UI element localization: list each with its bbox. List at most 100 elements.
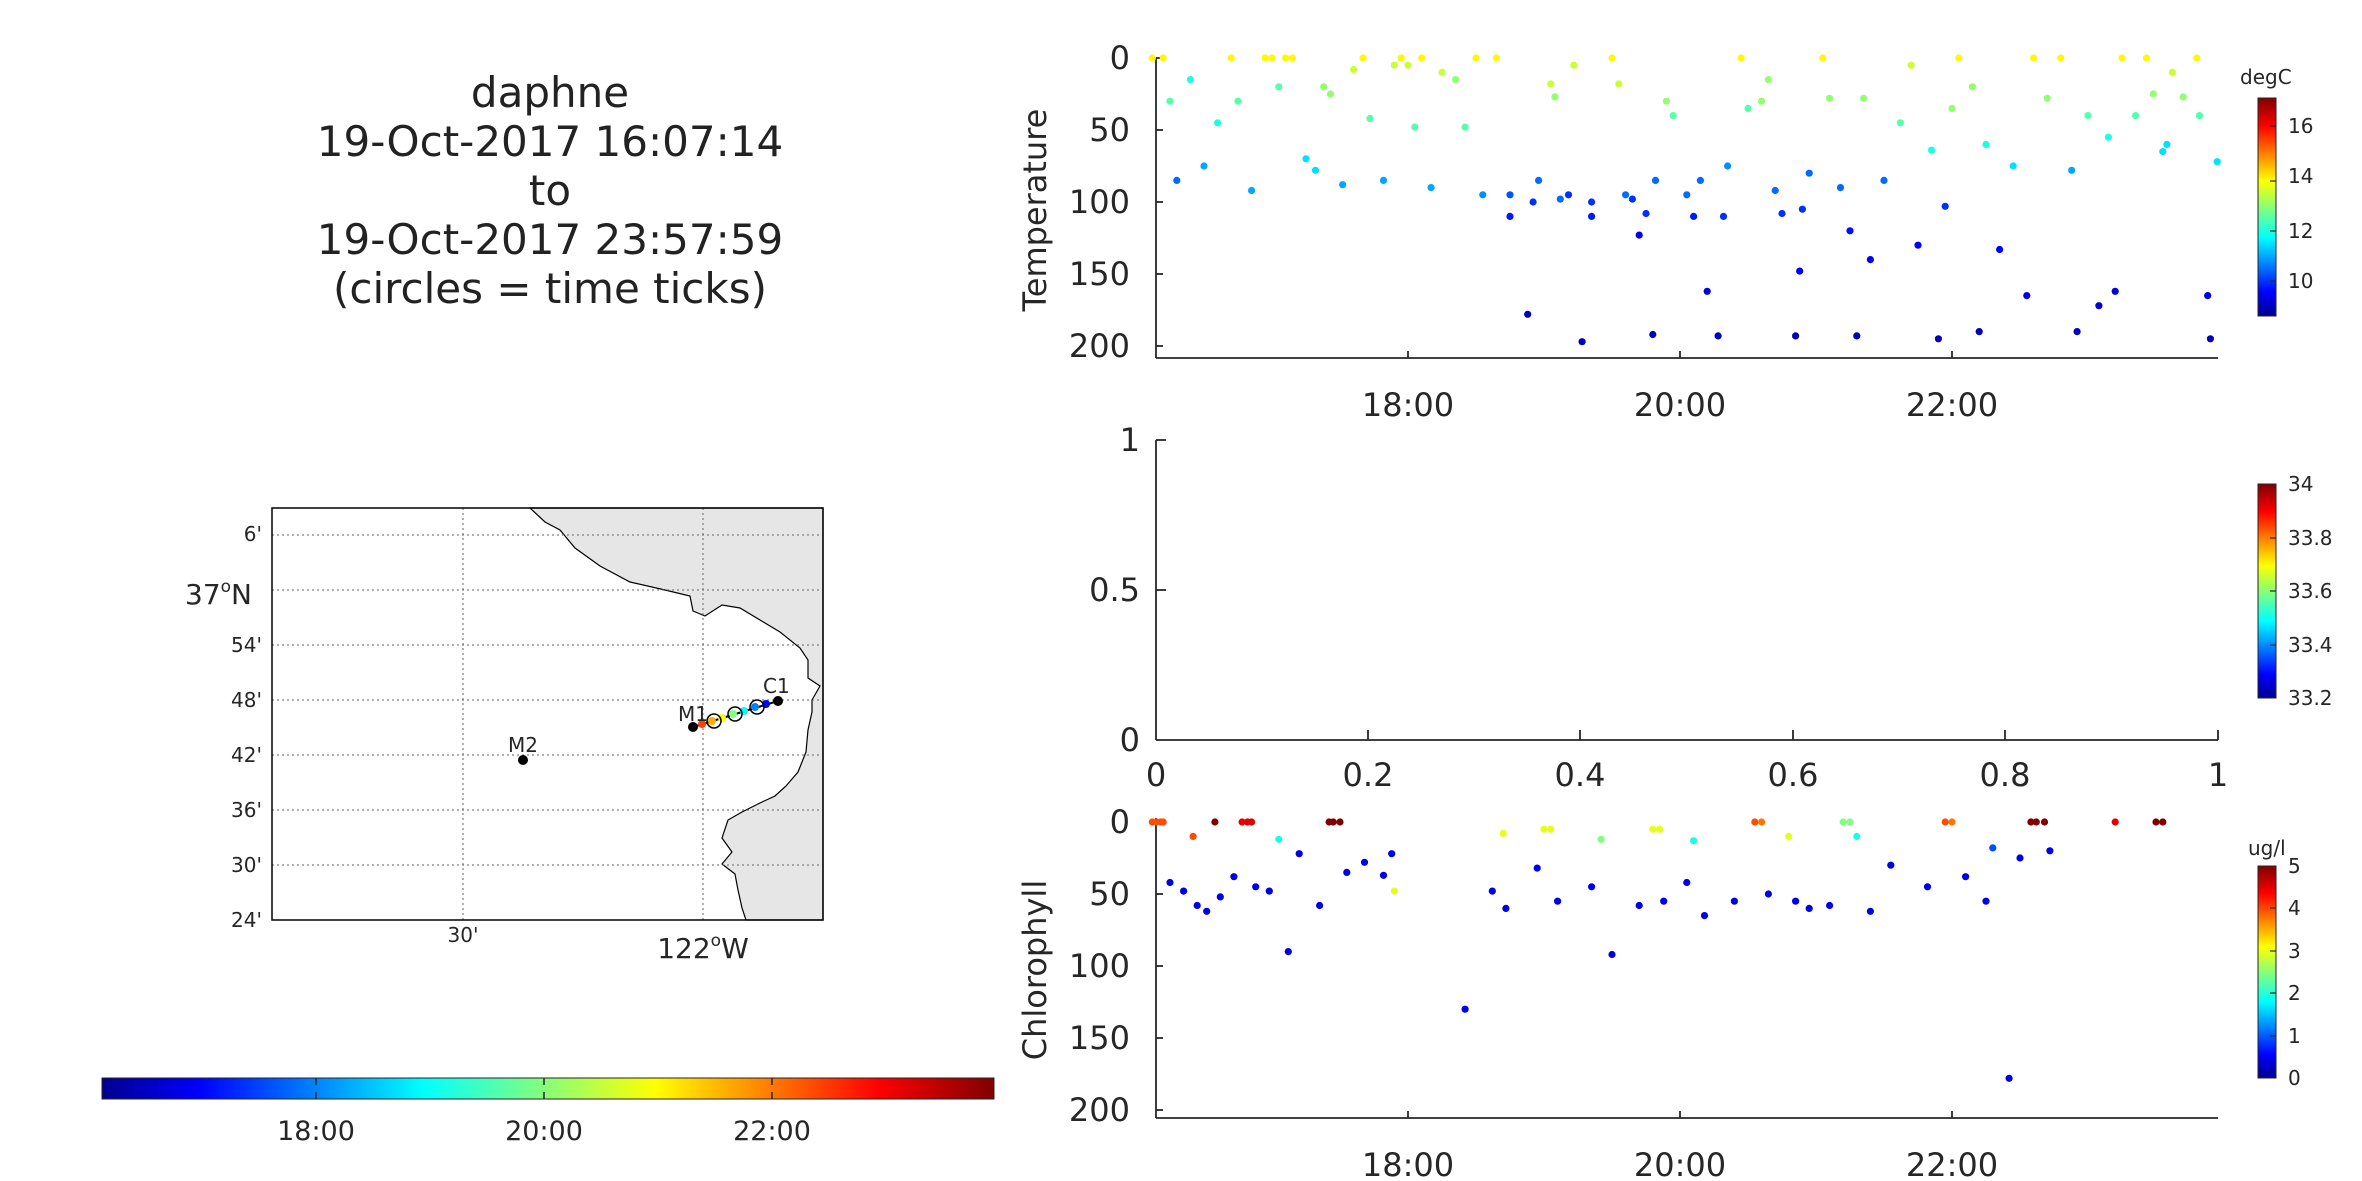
chlorophyll-point: [1660, 897, 1668, 905]
station-m2-marker: [518, 755, 528, 765]
temperature-point: [1896, 119, 1904, 127]
empty-ytick-1: 1: [1120, 421, 1140, 459]
temperature-point: [2095, 302, 2103, 310]
temperature-point: [1778, 209, 1786, 218]
temperature-point: [1397, 54, 1405, 62]
temp-xtick-20: 20:00: [1634, 386, 1726, 424]
temperature-point: [2163, 140, 2171, 148]
chlorophyll-point: [1316, 901, 1324, 910]
temperature-point: [2111, 287, 2119, 295]
time-tick-circle-18: [706, 713, 722, 729]
chlorophyll-point: [1502, 904, 1510, 913]
temperature-point: [1724, 162, 1732, 170]
temperature-point: [1427, 184, 1435, 192]
temperature-point: [1608, 54, 1616, 62]
chlorophyll-point: [1343, 868, 1351, 877]
temperature-colorbar: degC 10 12 14 16: [2240, 65, 2313, 317]
temperature-point: [1479, 191, 1487, 199]
temperature-point: [2073, 328, 2081, 336]
sal-colorbar-tick-33.8: 33.8: [2288, 526, 2333, 550]
temperature-point: [2009, 162, 2017, 170]
temperature-point: [1948, 104, 1956, 112]
temperature-point: [2132, 112, 2140, 120]
temperature-point: [2204, 292, 2212, 300]
temperature-point: [1311, 166, 1320, 174]
temperature-point: [1578, 338, 1586, 346]
temperature-point: [2168, 68, 2176, 76]
temp-xtick-22: 22:00: [1906, 386, 1998, 424]
chlorophyll-point: [1730, 897, 1738, 905]
lat-tick-54: 54': [231, 633, 262, 657]
chlorophyll-point: [1588, 883, 1596, 891]
temperature-point: [1472, 54, 1480, 62]
chlorophyll-point: [1923, 883, 1932, 891]
chlorophyll-point: [2111, 818, 2119, 826]
temperature-point: [1798, 205, 1806, 213]
time-colorbar-tick-18: 18:00: [277, 1116, 355, 1147]
chlorophyll-point: [1166, 878, 1174, 887]
chlorophyll-point: [1982, 897, 1990, 905]
chl-xtick-22: 22:00: [1906, 1146, 1998, 1181]
temperature-point: [2057, 54, 2065, 62]
temp-colorbar-tick-12: 12: [2288, 219, 2313, 243]
chlorophyll-panel: 0 50 100 150 200 18:00 20:00 22:00 Chlor…: [1016, 803, 2301, 1181]
temperature-point: [2023, 292, 2031, 300]
chlorophyll-point: [1265, 887, 1273, 895]
chlorophyll-point: [1238, 818, 1246, 826]
chlorophyll-point: [1379, 871, 1388, 879]
temp-ytick-50: 50: [1089, 111, 1130, 149]
temperature-panel: 0 50 100 150 200 18:00 20:00 22:00 Tempe…: [1016, 39, 2313, 424]
empty-xtick-0.8: 0.8: [1980, 756, 2031, 794]
temperature-point: [1628, 195, 1636, 203]
sal-colorbar-tick-33.2: 33.2: [2288, 686, 2333, 710]
map-panel: 6' 37oN 54' 48' 42' 36' 30' 24' 30' 122o…: [185, 507, 824, 965]
vehicle-name: daphne: [470, 68, 630, 117]
temperature-point: [1955, 54, 1963, 62]
chl-colorbar-label: ug/l: [2248, 836, 2286, 860]
temperature-point: [1615, 80, 1623, 88]
temperature-point: [1529, 198, 1537, 206]
chl-xtick-20: 20:00: [1634, 1146, 1726, 1181]
temperature-point: [1651, 176, 1660, 184]
chlorophyll-point: [1656, 825, 1664, 833]
chlorophyll-point: [1683, 878, 1691, 887]
chlorophyll-point: [1388, 850, 1396, 858]
coastline: [528, 507, 824, 921]
chlorophyll-point: [1230, 873, 1238, 881]
temperature-point: [1366, 114, 1374, 123]
temperature-point: [1662, 97, 1670, 105]
empty-xtick-0.2: 0.2: [1343, 756, 1394, 794]
temp-colorbar-tick-10: 10: [2288, 269, 2313, 293]
chlorophyll-point: [1390, 887, 1398, 895]
temperature-point: [1275, 83, 1283, 91]
chlorophyll-point: [1540, 825, 1548, 833]
chlorophyll-point: [1866, 907, 1874, 915]
temperature-point: [2142, 54, 2151, 62]
temperature-point: [1703, 287, 1711, 295]
temperature-point: [1714, 332, 1722, 340]
chlorophyll-point: [2159, 818, 2167, 826]
temperature-point: [1796, 267, 1804, 275]
temperature-point: [2195, 112, 2204, 120]
lat-tick-6: 6': [244, 522, 262, 546]
temperature-point: [2043, 94, 2051, 102]
temperature-point: [1826, 94, 1834, 102]
chlorophyll-point: [1608, 950, 1616, 959]
end-time: 19-Oct-2017 23:57:59: [316, 215, 784, 264]
station-markers: M1 M2 C1: [508, 674, 790, 765]
temperature-point: [1758, 97, 1766, 105]
chlorophyll-point: [1751, 818, 1759, 826]
temperature-point: [1975, 328, 1983, 336]
temperature-point: [1379, 176, 1388, 184]
chlorophyll-points: [1148, 818, 2167, 1082]
temperature-point: [1771, 186, 1779, 195]
temperature-point: [1669, 112, 1677, 120]
chlorophyll-point: [1336, 818, 1344, 826]
temperature-point: [2068, 166, 2076, 174]
chl-colorbar-tick-1: 1: [2288, 1024, 2301, 1048]
sal-colorbar-tick-34: 34: [2288, 472, 2313, 496]
chlorophyll-point: [2046, 847, 2054, 855]
temperature-point: [1914, 241, 1922, 249]
temperature-point: [1737, 54, 1745, 62]
